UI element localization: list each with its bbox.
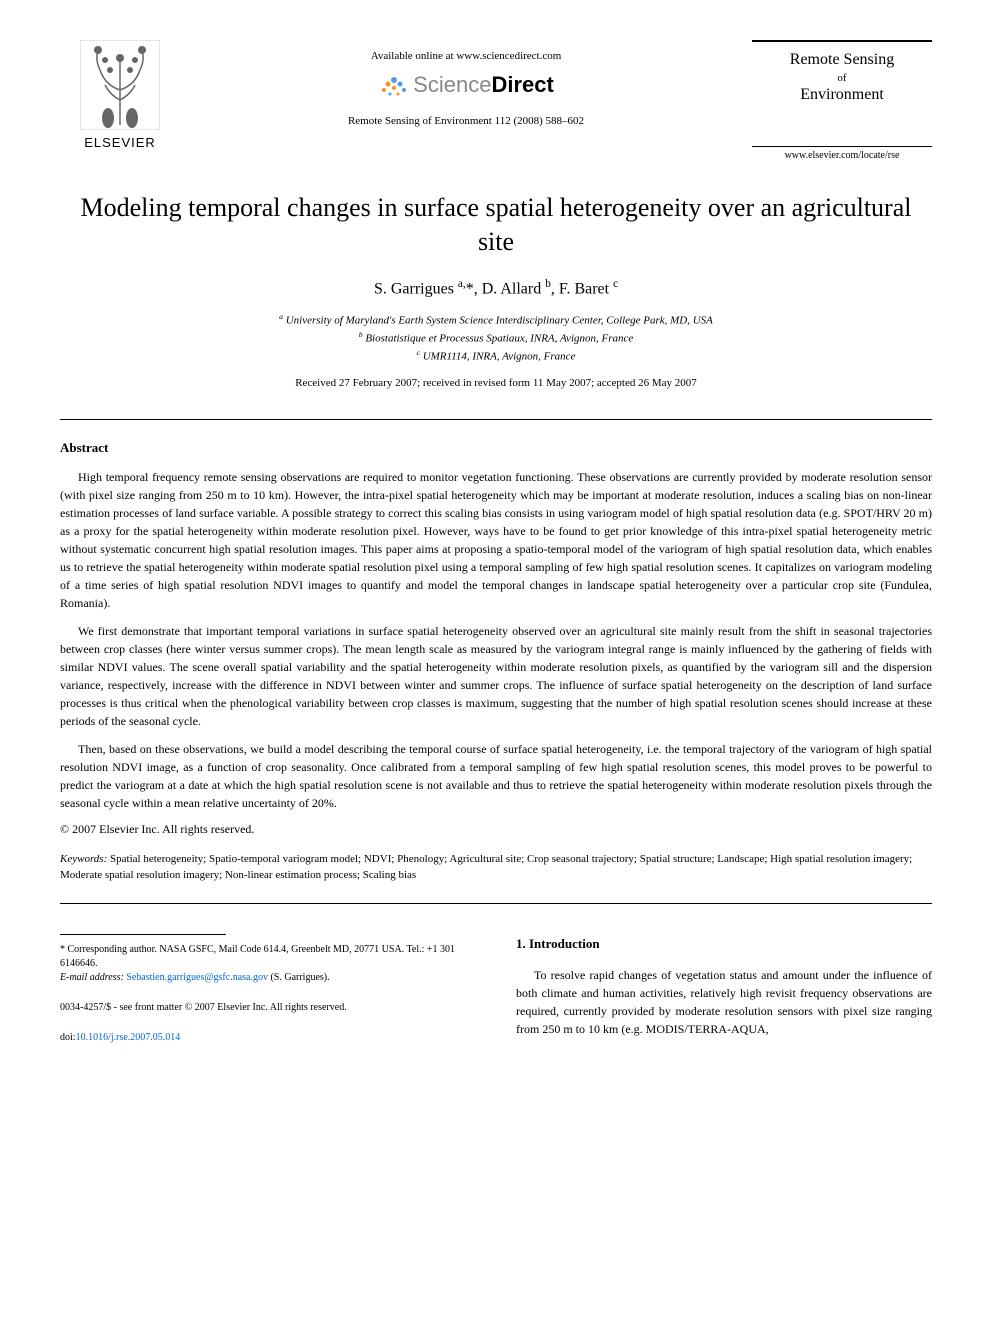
header-row: ELSEVIER Available online at www.science…	[60, 40, 932, 161]
journal-title-line2: of	[752, 71, 932, 85]
journal-reference: Remote Sensing of Environment 112 (2008)…	[180, 115, 752, 127]
doi-link[interactable]: 10.1016/j.rse.2007.05.014	[76, 1032, 181, 1043]
footnote-divider	[60, 934, 226, 935]
intro-p1: To resolve rapid changes of vegetation s…	[516, 966, 932, 1038]
header-center: Available online at www.sciencedirect.co…	[180, 40, 752, 127]
keywords-label: Keywords:	[60, 853, 107, 865]
abstract-heading: Abstract	[60, 440, 932, 456]
authors: S. Garrigues a,*, D. Allard b, F. Baret …	[60, 278, 932, 298]
affiliation-b: b Biostatistique et Processus Spatiaux, …	[60, 329, 932, 347]
copyright: © 2007 Elsevier Inc. All rights reserved…	[60, 822, 932, 837]
affiliation-a: a University of Maryland's Earth System …	[60, 311, 932, 329]
article-dates: Received 27 February 2007; received in r…	[60, 377, 932, 389]
article-title: Modeling temporal changes in surface spa…	[60, 191, 932, 259]
keywords: Keywords: Spatial heterogeneity; Spatio-…	[60, 852, 932, 883]
journal-title-line1: Remote Sensing	[752, 50, 932, 71]
elsevier-wordmark: ELSEVIER	[84, 135, 156, 150]
journal-title: Remote Sensing of Environment	[752, 50, 932, 106]
divider-2	[60, 903, 932, 904]
journal-title-line3: Environment	[752, 85, 932, 106]
left-column: * Corresponding author. NASA GSFC, Mail …	[60, 934, 476, 1045]
divider	[60, 419, 932, 420]
doi-line: doi:10.1016/j.rse.2007.05.014	[60, 1030, 476, 1045]
journal-url: www.elsevier.com/locate/rse	[752, 146, 932, 161]
sd-science-word: Science	[413, 72, 491, 97]
email-footnote: E-mail address: Sebastien.garrigues@gsfc…	[60, 971, 476, 985]
abstract-p3: Then, based on these observations, we bu…	[60, 740, 932, 812]
sd-direct-word: Direct	[491, 72, 553, 97]
affiliations: a University of Maryland's Earth System …	[60, 311, 932, 365]
doi-label: doi:	[60, 1032, 76, 1043]
elsevier-tree-icon	[80, 40, 160, 130]
corresponding-author-footnote: * Corresponding author. NASA GSFC, Mail …	[60, 943, 476, 971]
affiliation-c: c UMR1114, INRA, Avignon, France	[60, 347, 932, 365]
email-suffix: (S. Garrigues).	[268, 972, 330, 983]
abstract-p1: High temporal frequency remote sensing o…	[60, 468, 932, 612]
right-column: 1. Introduction To resolve rapid changes…	[516, 934, 932, 1045]
issn-line: 0034-4257/$ - see front matter © 2007 El…	[60, 1000, 476, 1015]
publisher-logo-block: ELSEVIER	[60, 40, 180, 150]
available-online-text: Available online at www.sciencedirect.co…	[180, 50, 752, 62]
keywords-text: Spatial heterogeneity; Spatio-temporal v…	[60, 853, 912, 880]
journal-title-box: Remote Sensing of Environment www.elsevi…	[752, 40, 932, 161]
email-label: E-mail address:	[60, 972, 124, 983]
sciencedirect-logo: ScienceDirect	[180, 70, 752, 100]
sciencedirect-dots-icon	[378, 70, 408, 100]
sciencedirect-text: ScienceDirect	[413, 72, 554, 98]
abstract-p2: We first demonstrate that important temp…	[60, 622, 932, 730]
two-column-body: * Corresponding author. NASA GSFC, Mail …	[60, 934, 932, 1045]
email-link[interactable]: Sebastien.garrigues@gsfc.nasa.gov	[126, 972, 268, 983]
intro-heading: 1. Introduction	[516, 934, 932, 954]
